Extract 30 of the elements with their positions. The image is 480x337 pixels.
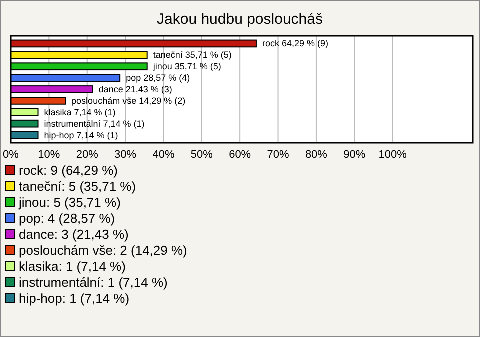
text: rock: 9 (64,29 %) xyxy=(19,163,118,178)
x-tick-label: 70% xyxy=(267,148,290,161)
text: instrumentální: 1 (7,14 %) xyxy=(19,275,168,290)
x-tick-label: 80% xyxy=(305,148,328,161)
data-label: dance 21,43 % (3) xyxy=(98,84,172,94)
text: taneční: 5 (35,71 %) xyxy=(19,179,136,194)
x-tick-label: 60% xyxy=(229,148,252,161)
data-label: hip-hop 7,14 % (1) xyxy=(44,130,118,140)
x-tick-label: 10% xyxy=(38,148,60,161)
x-tick-label: 50% xyxy=(190,148,214,161)
text: poslouchám vše: 2 (14,29 %) xyxy=(19,243,188,258)
data-label: pop 28,57 % (4) xyxy=(126,73,190,84)
text: dance: 3 (21,43 %) xyxy=(19,227,129,242)
data-label: poslouchám vše 14,29 % (2) xyxy=(72,96,186,106)
x-tick-label: 20% xyxy=(76,148,99,161)
text: klasika: 1 (7,14 %) xyxy=(19,259,126,274)
x-tick-label: 90% xyxy=(344,148,366,161)
data-label: rock 64,29 % (9) xyxy=(262,38,328,49)
x-tick-label: 0% xyxy=(3,148,20,161)
x-tick-label: 40% xyxy=(152,148,175,161)
data-label: taneční 35,71 % (5) xyxy=(153,50,232,60)
text: jinou: 5 (35,71 %) xyxy=(18,195,121,210)
data-label: jinou 35,71 % (5) xyxy=(152,62,222,72)
data-label: klasika 7,14 % (1) xyxy=(44,107,116,118)
x-tick-label: 30% xyxy=(114,148,137,161)
data-label: instrumentální 7,14 % (1) xyxy=(44,118,145,129)
x-tick-label: 100% xyxy=(378,148,408,161)
chart-title: Jakou hudbu posloucháš xyxy=(157,11,323,28)
text: pop: 4 (28,57 %) xyxy=(19,211,116,226)
text: hip-hop: 1 (7,14 %) xyxy=(19,291,130,306)
